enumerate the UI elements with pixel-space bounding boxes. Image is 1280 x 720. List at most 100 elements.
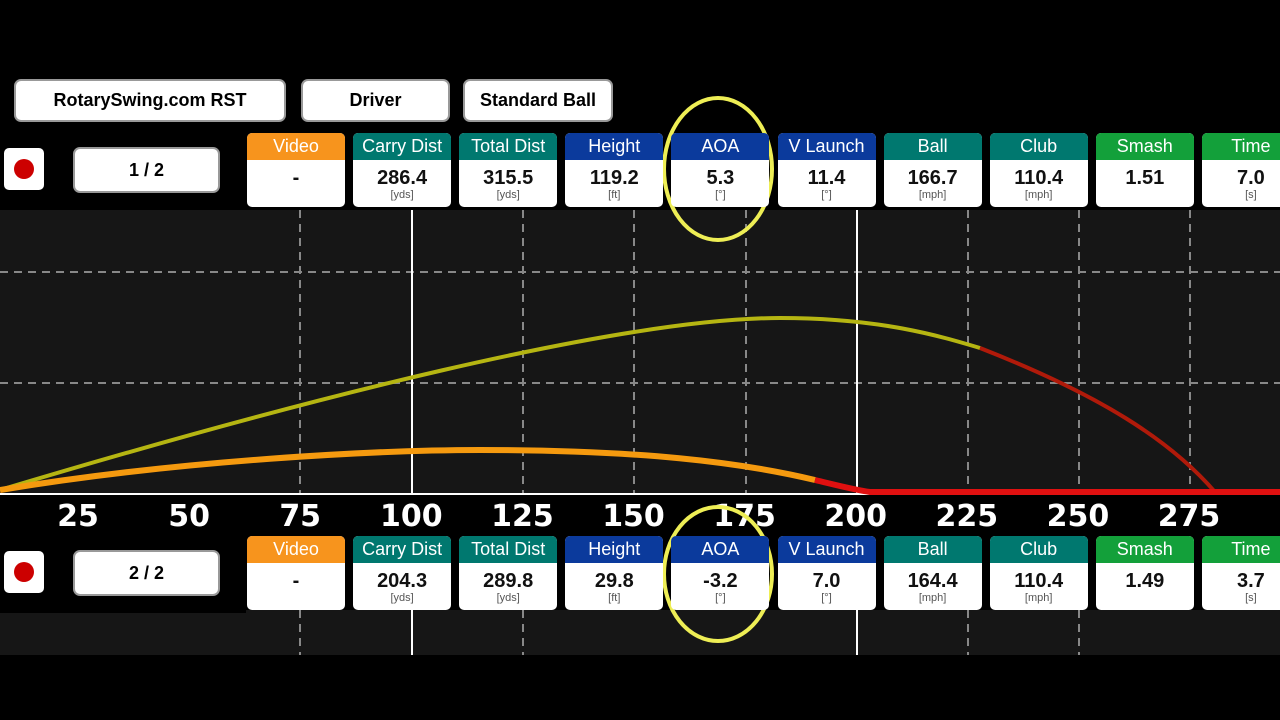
metric-label: Video <box>247 536 345 563</box>
metric-tile: Smash 1.49 <box>1095 536 1194 610</box>
metric-unit: [mph] <box>1024 592 1053 604</box>
metric-value: 3.7 <box>1236 570 1265 592</box>
metric-label: Total Dist <box>459 536 558 563</box>
metric-value: 204.3 <box>377 570 428 592</box>
metric-unit: [°] <box>821 189 832 201</box>
metric-label: V Launch <box>777 133 876 160</box>
metric-unit: [yds] <box>390 592 414 604</box>
axis-label: 250 <box>1047 499 1110 534</box>
metric-value: 110.4 <box>1014 167 1064 189</box>
metric-value: 1.51 <box>1125 167 1165 189</box>
metric-label: Time <box>1201 133 1280 160</box>
metric-tile: Club 110.4 [mph] <box>989 536 1088 610</box>
metric-value: 1.49 <box>1125 570 1165 592</box>
metric-value: 166.7 <box>907 167 958 189</box>
metric-value: - <box>292 570 300 592</box>
shot-counter[interactable]: 2 / 2 <box>73 550 220 596</box>
metric-unit: [yds] <box>496 592 520 604</box>
axis-label: 150 <box>602 499 665 534</box>
metric-value: 289.8 <box>483 570 534 592</box>
metric-label: Club <box>989 133 1088 160</box>
axis-label: 125 <box>491 499 554 534</box>
trajectory-2 <box>0 446 816 493</box>
metric-label: Smash <box>1095 133 1194 160</box>
metric-label: AOA <box>671 133 770 160</box>
metric-unit: [ft] <box>608 592 621 604</box>
metric-tile: V Launch 7.0 [°] <box>777 536 876 610</box>
metric-value: 110.4 <box>1014 570 1064 592</box>
trajectory-1 <box>0 315 981 492</box>
metric-tile: Time 7.0 [s] <box>1201 133 1280 207</box>
metric-label: Time <box>1201 536 1280 563</box>
metric-value: 7.0 <box>812 570 841 592</box>
metric-label: Video <box>247 133 345 160</box>
metric-label: AOA <box>671 536 770 563</box>
source-button[interactable]: RotarySwing.com RST <box>14 79 286 122</box>
metric-label: Height <box>565 536 664 563</box>
ball-button[interactable]: Standard Ball <box>463 79 613 122</box>
metric-value: 286.4 <box>377 167 428 189</box>
metric-unit: [ft] <box>608 189 621 201</box>
metric-unit: [°] <box>715 189 726 201</box>
metric-value: 164.4 <box>907 570 958 592</box>
metric-tile: Time 3.7 [s] <box>1201 536 1280 610</box>
metric-value: 119.2 <box>589 167 639 189</box>
metric-tile: Ball 166.7 [mph] <box>883 133 982 207</box>
metric-value: 7.0 <box>1236 167 1265 189</box>
metric-unit: [s] <box>1245 592 1257 604</box>
metric-tile: Ball 164.4 [mph] <box>883 536 982 610</box>
metric-label: Total Dist <box>459 133 558 160</box>
metric-label: Smash <box>1095 536 1194 563</box>
metric-tile: Smash 1.51 <box>1095 133 1194 207</box>
metric-label: Height <box>565 133 664 160</box>
highlight-circle <box>662 96 774 242</box>
record-button[interactable] <box>4 551 44 593</box>
metric-label: Ball <box>883 536 982 563</box>
metric-unit: [mph] <box>1024 189 1053 201</box>
metric-tile: AOA -3.2 [°] <box>671 536 770 610</box>
axis-label: 275 <box>1158 499 1221 534</box>
metric-value: -3.2 <box>703 570 738 592</box>
record-button[interactable] <box>4 148 44 190</box>
metric-value: 11.4 <box>807 167 846 189</box>
metric-tile: AOA 5.3 [°] <box>671 133 770 207</box>
metric-value: 315.5 <box>483 167 534 189</box>
shot-counter[interactable]: 1 / 2 <box>73 147 220 193</box>
club-button[interactable]: Driver <box>301 79 450 122</box>
metric-tile: Height 29.8 [ft] <box>565 536 664 610</box>
metric-label: V Launch <box>777 536 876 563</box>
metric-unit: [yds] <box>390 189 414 201</box>
metric-unit: [°] <box>821 592 832 604</box>
chart-area <box>0 210 1280 495</box>
metric-value: 5.3 <box>706 167 735 189</box>
axis-label: 25 <box>57 499 99 534</box>
metric-tile: Video - <box>247 536 345 610</box>
metric-tile: Club 110.4 [mph] <box>989 133 1088 207</box>
axis-label: 75 <box>279 499 321 534</box>
metric-unit: [yds] <box>496 189 520 201</box>
distance-axis: 25 50 75 100 125 150 175 200 225 250 275 <box>57 499 1220 534</box>
metric-tile: V Launch 11.4 [°] <box>777 133 876 207</box>
metric-label: Carry Dist <box>353 536 452 563</box>
metric-tile: Total Dist 289.8 [yds] <box>459 536 558 610</box>
axis-label: 100 <box>380 499 443 534</box>
trajectory-2-roll <box>814 477 1280 495</box>
metric-label: Club <box>989 536 1088 563</box>
metric-tile: Carry Dist 286.4 [yds] <box>353 133 452 207</box>
metric-tile: Total Dist 315.5 [yds] <box>459 133 558 207</box>
metric-tile: Video - <box>247 133 345 207</box>
axis-label: 50 <box>168 499 210 534</box>
metric-tile: Height 119.2 [ft] <box>565 133 664 207</box>
metric-label: Carry Dist <box>353 133 452 160</box>
highlight-circle <box>662 505 774 643</box>
metric-unit: [mph] <box>918 189 947 201</box>
axis-label: 225 <box>935 499 998 534</box>
metric-unit: [mph] <box>918 592 947 604</box>
chart-area-lower <box>0 610 1280 655</box>
metric-unit: [°] <box>715 592 726 604</box>
metric-tile: Carry Dist 204.3 [yds] <box>353 536 452 610</box>
trajectory-1-roll <box>979 346 1217 494</box>
metric-unit: [s] <box>1245 189 1257 201</box>
